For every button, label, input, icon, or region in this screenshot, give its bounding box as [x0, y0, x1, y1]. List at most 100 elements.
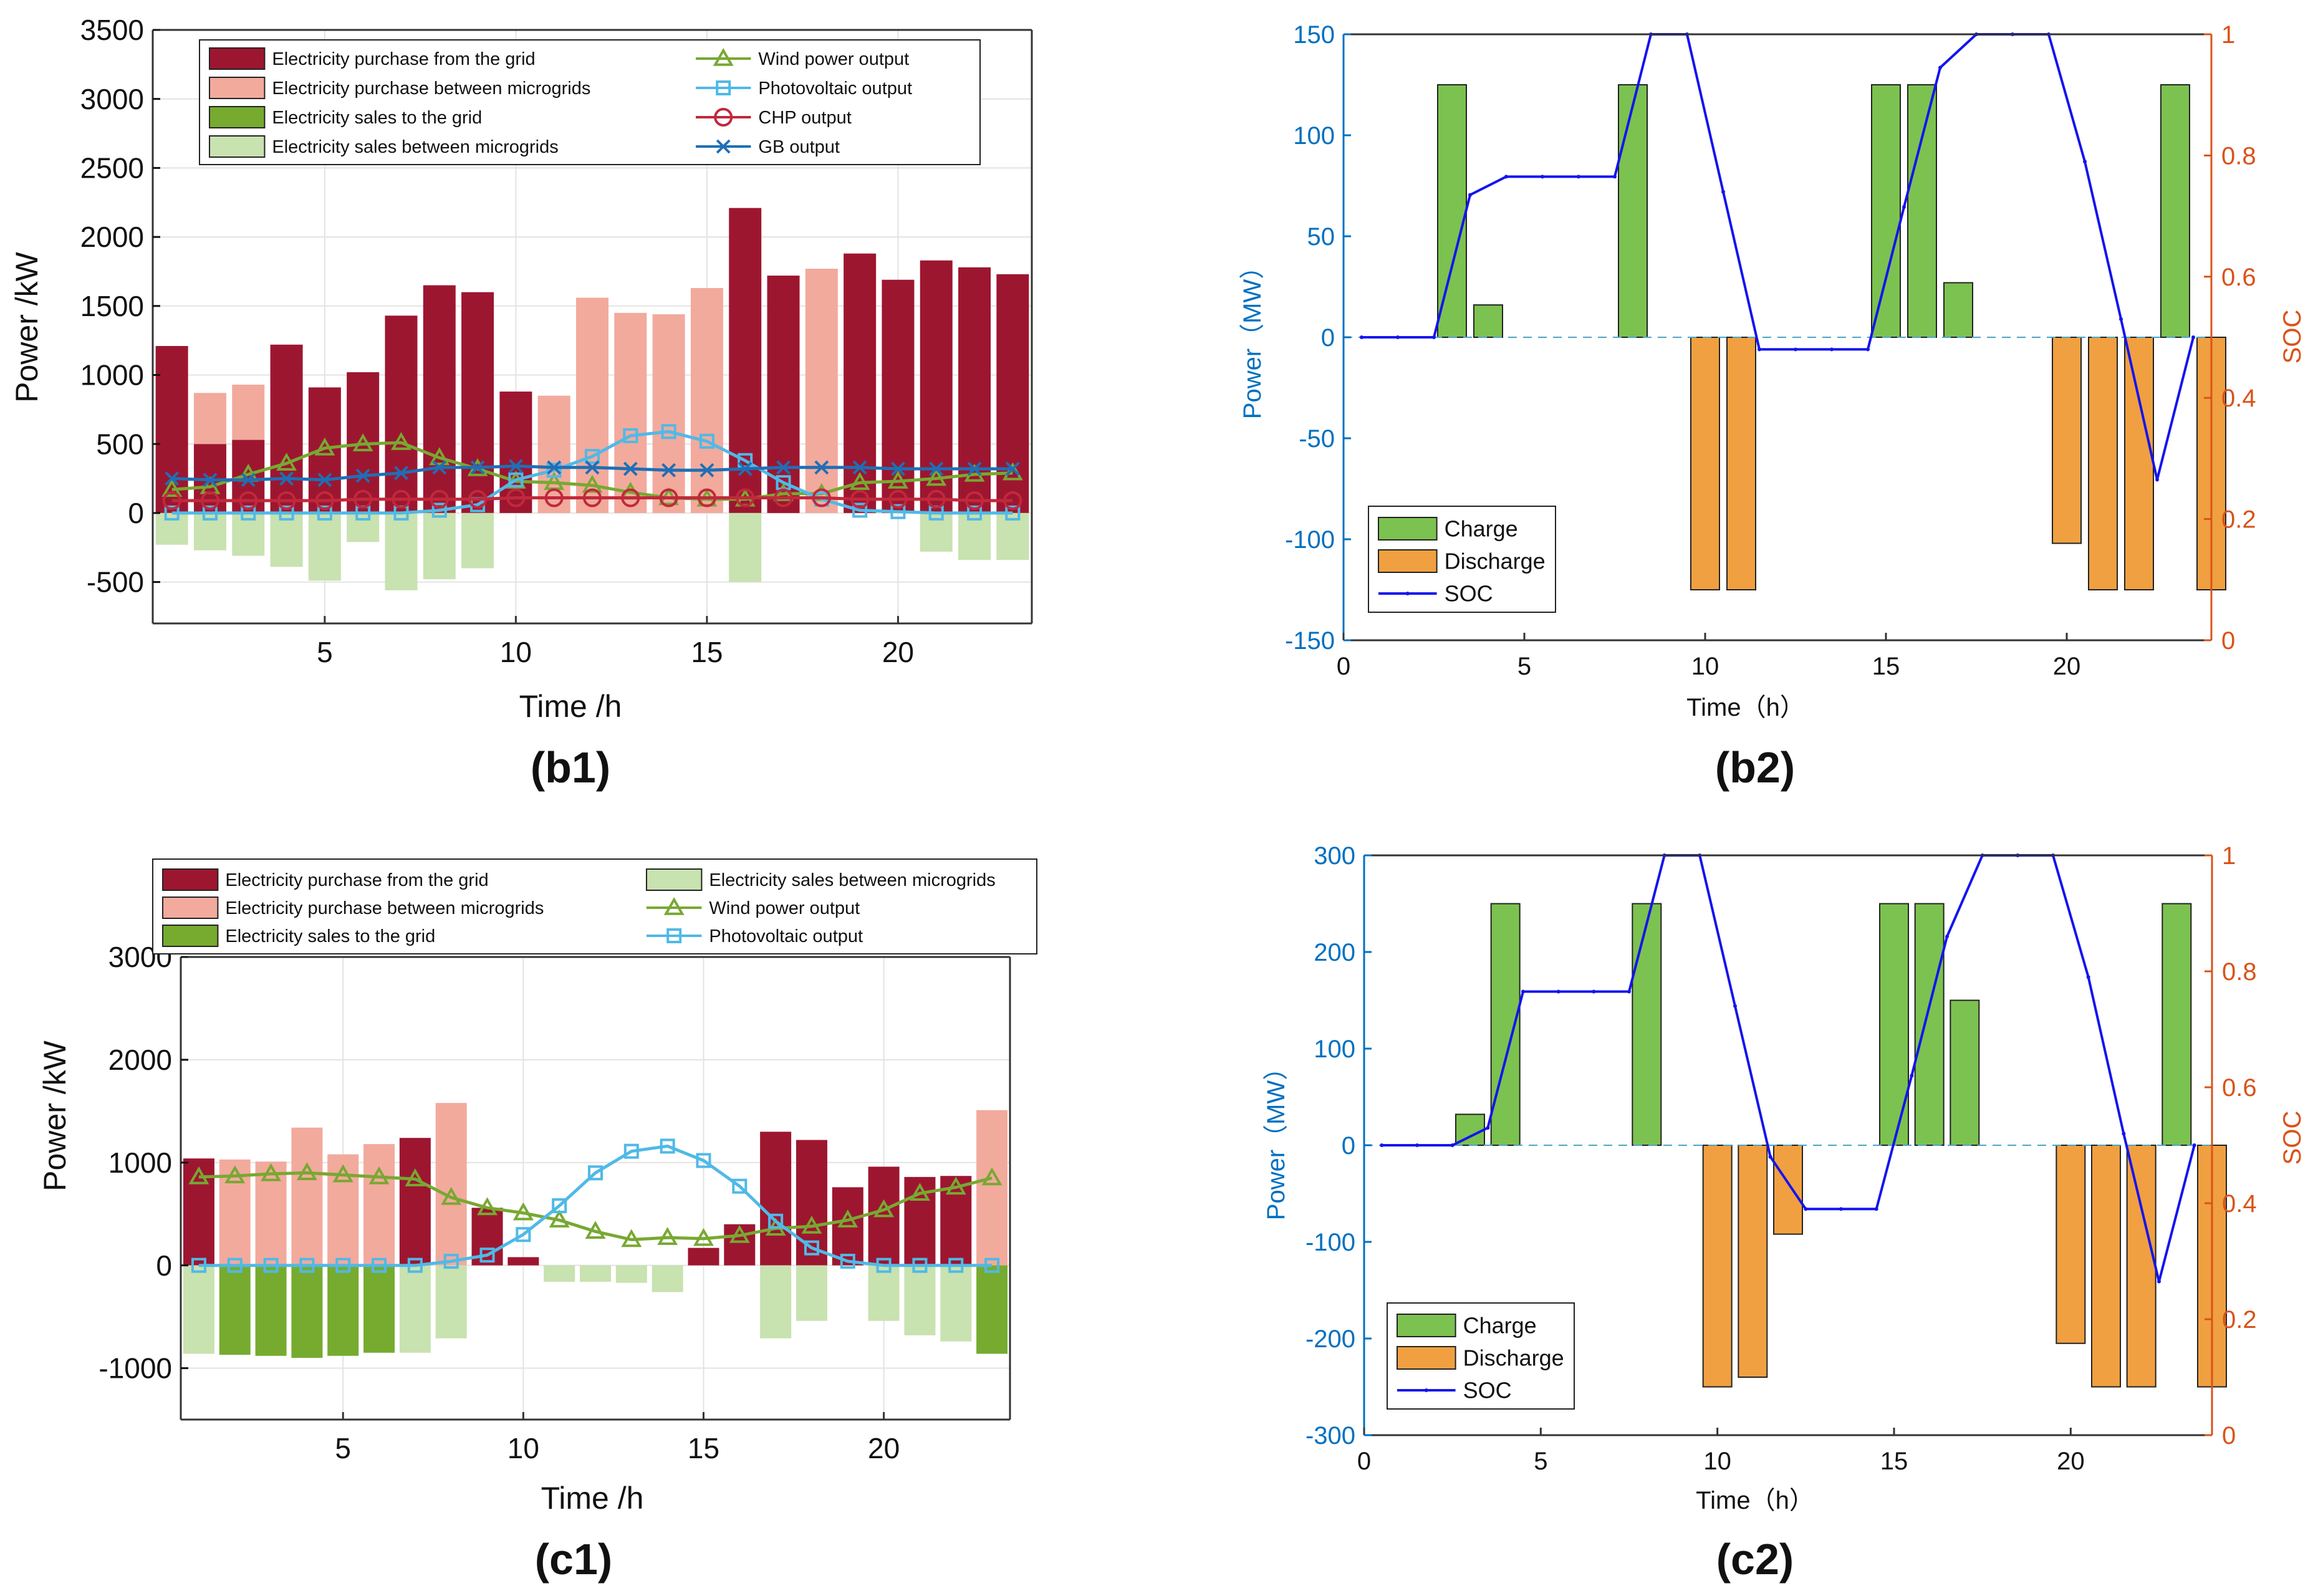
- legend-label: Charge: [1463, 1313, 1537, 1339]
- y2-axis-label: SOC: [2279, 310, 2306, 364]
- bar-c2-s0-x17: [1950, 999, 1980, 1146]
- point-pv-10: [546, 463, 562, 478]
- line-wind: [171, 441, 1013, 501]
- point-soc-3: [1468, 193, 1472, 197]
- point-chp-6: [392, 489, 411, 509]
- point-gb-9: [508, 459, 523, 474]
- legend-swatch: [209, 135, 266, 158]
- bar-b1-s1-x12: [576, 297, 608, 513]
- bar-c1-s3-x14: [652, 1265, 683, 1292]
- bar-b1-s0-x9: [461, 292, 494, 513]
- x-tick-label: 20: [868, 1432, 900, 1464]
- point-soc-16: [1938, 65, 1942, 70]
- legend-marker: [713, 47, 734, 66]
- point-chp-9: [506, 488, 526, 507]
- x-tick-label: 10: [507, 1432, 539, 1464]
- legend-label: Wind power output: [709, 898, 860, 918]
- bar-b1-s1-x13: [614, 312, 647, 513]
- point-wind-13: [657, 1227, 678, 1245]
- point-pv-13: [660, 1138, 675, 1154]
- y-tick-label: 1500: [80, 290, 144, 322]
- point-pv-22: [1005, 505, 1021, 521]
- chart-b2: 0 5 10 15 20 -150 -100 -50 0 50 100 150 0 0.2 0.4 0.6 0.…: [1239, 21, 2306, 792]
- bar-b2-s0-x8: [1618, 84, 1648, 338]
- bar-b2-s0-x17: [1943, 282, 1973, 338]
- panel-label: (b2): [1715, 743, 1795, 792]
- legend-label: Electricity sales to the grid: [272, 108, 482, 128]
- chart-b1: 5 10 15 20-5000500100015002000250030003500 …: [9, 14, 1033, 792]
- bar-b1-s0-x8: [423, 285, 456, 513]
- y-tick-label: 100: [1314, 1036, 1355, 1063]
- y-tick-label: -200: [1306, 1325, 1355, 1353]
- axes: 5 10 15 20 -500 0 500 1000 1500 2000 2500 3000 3500: [80, 14, 1033, 668]
- legend-label: Discharge: [1445, 549, 1546, 574]
- point-soc-4: [1504, 175, 1508, 179]
- point-wind-8: [477, 1197, 498, 1216]
- bar-b1-s3-x4: [270, 512, 303, 567]
- point-pv-8: [479, 1247, 495, 1263]
- point-wind-0: [188, 1166, 209, 1185]
- bar-b2-s0-x15: [1871, 84, 1901, 338]
- legend-label: GB output: [758, 137, 840, 157]
- bar-b1-s1-x2: [193, 393, 226, 445]
- x-tick-label: 5: [1517, 653, 1531, 680]
- y-tick-label: 200: [1314, 939, 1355, 966]
- bar-c1-s3-x21: [904, 1265, 936, 1335]
- bar-b2-s0-x16: [1907, 84, 1937, 338]
- bar-c1-s1-x6: [363, 1144, 395, 1266]
- legend: Electricity purchase from the grid Electr…: [152, 858, 1037, 954]
- bar-c1-s3-x8: [435, 1265, 467, 1339]
- bar-b1-s3-x6: [347, 512, 380, 542]
- bar-b2-s1-x10: [1690, 337, 1720, 590]
- y-axis-label: Power（MW）: [1262, 1055, 1290, 1220]
- point-gb-18: [852, 460, 867, 475]
- point-pv-9: [508, 472, 524, 488]
- point-gb-11: [585, 460, 600, 475]
- line-pv: [171, 430, 1013, 515]
- point-soc-14: [1866, 347, 1870, 352]
- point-chp-3: [277, 491, 296, 510]
- legend-marker: [714, 108, 733, 127]
- point-chp-21: [965, 491, 984, 510]
- point-soc-15: [1902, 205, 1906, 209]
- point-soc-2: [1450, 1143, 1455, 1147]
- x-axis-label: Time（h）: [1686, 694, 1805, 721]
- point-gb-12: [623, 461, 638, 476]
- point-pv-3: [279, 505, 294, 521]
- point-pv-15: [738, 453, 753, 468]
- point-gb-22: [1005, 461, 1020, 476]
- point-pv-6: [407, 1257, 423, 1273]
- point-wind-4: [314, 437, 335, 456]
- point-soc-23: [2192, 1143, 2196, 1147]
- point-gb-6: [394, 466, 408, 481]
- bar-c1-s0-x17: [760, 1132, 792, 1266]
- legend-box: [199, 39, 981, 165]
- point-pv-14: [699, 433, 714, 449]
- point-soc-15: [1910, 1074, 1914, 1078]
- bar-c1-s0-x16: [724, 1224, 756, 1266]
- point-pv-21: [967, 505, 983, 521]
- series-lines: [161, 424, 1023, 521]
- point-wind-4: [332, 1164, 353, 1183]
- legend: Charge Discharge SOC: [1387, 1302, 1575, 1410]
- point-gb-16: [776, 460, 791, 475]
- legend-label: Electricity purchase between microgrids: [225, 898, 544, 918]
- point-chp-17: [812, 488, 831, 507]
- bar-c2-s0-x23: [2162, 903, 2192, 1146]
- point-pv-2: [241, 505, 256, 521]
- point-chp-8: [468, 489, 488, 509]
- point-wind-16: [773, 483, 794, 501]
- y-axis-label: Power /kW: [37, 1040, 72, 1191]
- point-wind-11: [585, 1221, 606, 1239]
- y-tick-label: -500: [87, 566, 144, 598]
- y2-tick-label: 0: [2222, 1422, 2236, 1449]
- bar-c1-s0-x7: [399, 1138, 431, 1266]
- bar-c1-s2-x5: [327, 1265, 359, 1356]
- point-pv-22: [984, 1257, 1000, 1273]
- y-tick-label: -150: [1285, 627, 1335, 655]
- x-axis-label: Time /h: [519, 689, 622, 724]
- x-tick-label: 0: [1357, 1448, 1371, 1475]
- point-wind-19: [887, 470, 908, 489]
- bar-c1-s1-x5: [327, 1154, 359, 1266]
